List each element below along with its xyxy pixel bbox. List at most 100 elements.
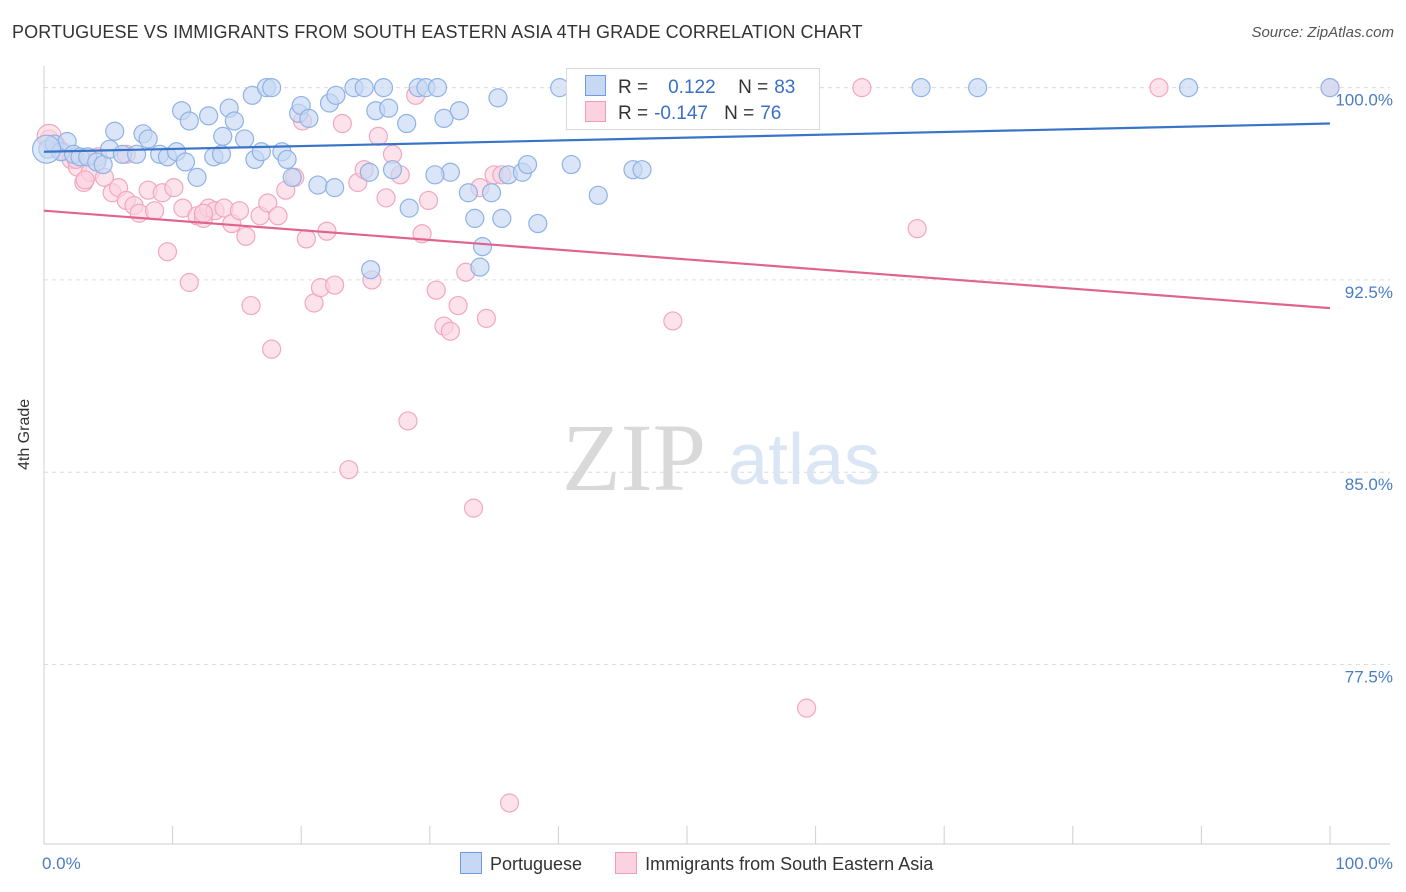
chart-title: PORTUGUESE VS IMMIGRANTS FROM SOUTH EAST… (12, 22, 863, 42)
portuguese-point (235, 129, 255, 149)
x-tick-label: 100.0% (1335, 854, 1393, 873)
immigrants-point (241, 295, 261, 316)
portuguese-point (126, 144, 147, 164)
r-label: R = (618, 77, 649, 98)
x-tick-label: 0.0% (42, 854, 81, 873)
portuguese-point (492, 208, 512, 228)
portuguese-point (632, 160, 652, 180)
portuguese-point (968, 78, 988, 98)
portuguese-point (1178, 78, 1199, 98)
immigrants-point (368, 126, 388, 146)
portuguese-swatch (585, 75, 606, 96)
series-portuguese-points (31, 78, 1340, 280)
n-label: N = (724, 103, 755, 124)
portuguese-point (472, 237, 493, 257)
portuguese-point (179, 111, 199, 131)
n-value: 83 (774, 77, 796, 98)
watermark-atlas: atlas (728, 420, 880, 500)
y-tick-labels: 77.5% 85.0% 92.5% 100.0% (1335, 91, 1393, 687)
immigrants-point (376, 188, 396, 208)
axes (43, 66, 1390, 845)
immigrants-point (476, 308, 496, 328)
immigrants-legend-swatch (615, 852, 638, 874)
portuguese-point (379, 98, 399, 118)
immigrants-point (1149, 78, 1169, 98)
r-label: R = (618, 103, 649, 124)
immigrants-point (325, 275, 345, 295)
immigrants-point (463, 498, 484, 518)
immigrants-point (907, 219, 927, 239)
portuguese-point (397, 113, 417, 134)
portuguese-point (277, 149, 297, 170)
grid-lines (44, 87, 1390, 666)
portuguese-point (325, 178, 345, 198)
immigrants-point (193, 203, 214, 223)
watermark-zip: ZIP (562, 404, 706, 511)
immigrants-point (258, 193, 278, 213)
immigrants-point (157, 242, 178, 262)
portuguese-point (517, 154, 538, 175)
portuguese-point (399, 198, 419, 218)
portuguese-point (488, 88, 508, 108)
portuguese-point (588, 185, 608, 205)
portuguese-legend-swatch (460, 852, 482, 874)
portuguese-point (470, 257, 490, 277)
immigrants-point (663, 311, 683, 331)
r-value: 0.122 (668, 77, 716, 98)
portuguese-point (528, 213, 548, 234)
legend-label-immigrants: Immigrants from South Eastern Asia (645, 854, 934, 874)
immigrants-point (296, 229, 316, 249)
portuguese-point (224, 111, 244, 131)
portuguese-point (187, 167, 207, 187)
portuguese-point (199, 106, 219, 126)
legend-label-portuguese: Portuguese (490, 854, 583, 874)
portuguese-point (449, 101, 469, 121)
r-value: -0.147 (654, 103, 708, 124)
immigrants-point (332, 113, 352, 134)
source-credit: Source: ZipAtlas.com (1251, 24, 1394, 41)
immigrants-point (418, 190, 439, 211)
portuguese-point (213, 126, 233, 146)
portuguese-point (911, 78, 931, 98)
n-value: 76 (760, 103, 782, 124)
portuguese-point (308, 175, 328, 195)
stats-row-immigrants: R = -0.147 N = 76 (585, 101, 781, 127)
portuguese-point (361, 260, 381, 280)
portuguese-point (31, 134, 62, 164)
portuguese-point (458, 183, 478, 203)
y-tick-label: 100.0% (1335, 91, 1393, 110)
legend-item-immigrants[interactable]: Immigrants from South Eastern Asia (615, 852, 933, 875)
immigrants-point (179, 272, 199, 293)
portuguese-point (262, 78, 282, 98)
immigrants-point (75, 170, 95, 190)
y-tick-label: 77.5% (1345, 668, 1393, 687)
portuguese-point (373, 78, 394, 98)
immigrants-point (499, 793, 520, 813)
immigrants-point (262, 339, 282, 359)
stats-legend: R = 0.122 N = 83 R = -0.147 N = 76 (566, 68, 820, 130)
portuguese-point (299, 108, 319, 129)
portuguese-point (138, 129, 158, 149)
portuguese-point (561, 154, 581, 175)
portuguese-point (425, 165, 445, 185)
portuguese-point (427, 78, 448, 98)
immigrants-point (796, 698, 817, 718)
portuguese-trend-line (43, 122, 1331, 153)
series-legend: Portuguese Immigrants from South Eastern… (460, 852, 961, 875)
immigrants-point (448, 295, 468, 316)
immigrants-point (852, 78, 872, 98)
immigrants-point (229, 201, 250, 221)
legend-item-portuguese[interactable]: Portuguese (460, 852, 582, 875)
y-tick-label: 92.5% (1345, 283, 1393, 302)
portuguese-point (251, 142, 271, 162)
watermark: ZIP atlas (562, 404, 880, 511)
portuguese-point (105, 121, 125, 141)
portuguese-point (1320, 78, 1340, 98)
portuguese-point (354, 78, 374, 98)
n-label: N = (738, 77, 769, 98)
portuguese-point (282, 167, 302, 187)
portuguese-point (481, 183, 502, 203)
immigrants-point (164, 178, 184, 198)
immigrants-trend-line (43, 209, 1331, 310)
